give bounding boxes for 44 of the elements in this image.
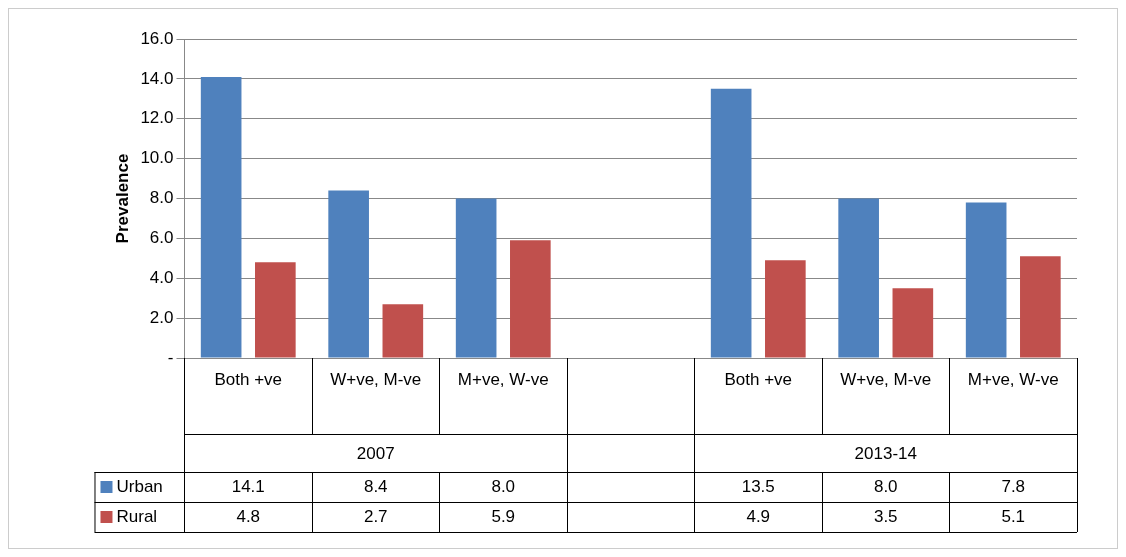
data-label: 8.0 <box>873 476 898 496</box>
x-tick-label: W+ve, M-ve <box>840 369 932 389</box>
bar <box>382 304 424 358</box>
y-tick-label: 14.0 <box>140 68 174 88</box>
bar <box>710 88 752 358</box>
x-tick-label: Both +ve <box>724 369 793 389</box>
data-label: 3.5 <box>873 506 898 526</box>
data-label: 5.1 <box>1001 506 1026 526</box>
bar <box>255 262 296 358</box>
y-tick-label: 8.0 <box>149 188 174 208</box>
y-tick-label: 12.0 <box>140 108 174 128</box>
data-label: 7.8 <box>1001 476 1026 496</box>
y-tick-label: 2.0 <box>149 307 174 327</box>
bar <box>838 198 879 358</box>
y-tick-label: 6.0 <box>149 228 174 248</box>
data-label: 4.9 <box>746 506 771 526</box>
bar <box>892 288 934 358</box>
data-label: 8.0 <box>491 476 516 496</box>
bar <box>965 202 1007 358</box>
bar <box>200 76 242 358</box>
legend-label: Rural <box>116 506 158 526</box>
x-tick-label: M+ve, W-ve <box>457 369 549 389</box>
data-label: 13.5 <box>741 476 775 496</box>
bar <box>510 240 551 358</box>
y-tick-label: 4.0 <box>149 267 174 287</box>
legend-label: Urban <box>116 476 163 496</box>
data-label: 8.4 <box>363 476 388 496</box>
text: 2007 <box>356 443 395 463</box>
data-label: 14.1 <box>231 476 265 496</box>
y-axis-title: Prevalence <box>112 153 132 244</box>
y-tick-label: 16.0 <box>140 28 174 48</box>
y-tick-label: - <box>167 347 174 367</box>
data-label: 4.8 <box>236 506 261 526</box>
bar <box>1020 256 1061 358</box>
y-tick-label: 10.0 <box>140 148 174 168</box>
text: 2013-14 <box>854 443 917 463</box>
x-tick-label: W+ve, M-ve <box>330 369 422 389</box>
bar <box>765 260 806 358</box>
data-label: 2.7 <box>363 506 388 526</box>
x-tick-label: M+ve, W-ve <box>967 369 1059 389</box>
data-label: 5.9 <box>491 506 516 526</box>
x-tick-label: Both +ve <box>214 369 283 389</box>
bar <box>455 198 497 358</box>
bar <box>328 190 369 358</box>
